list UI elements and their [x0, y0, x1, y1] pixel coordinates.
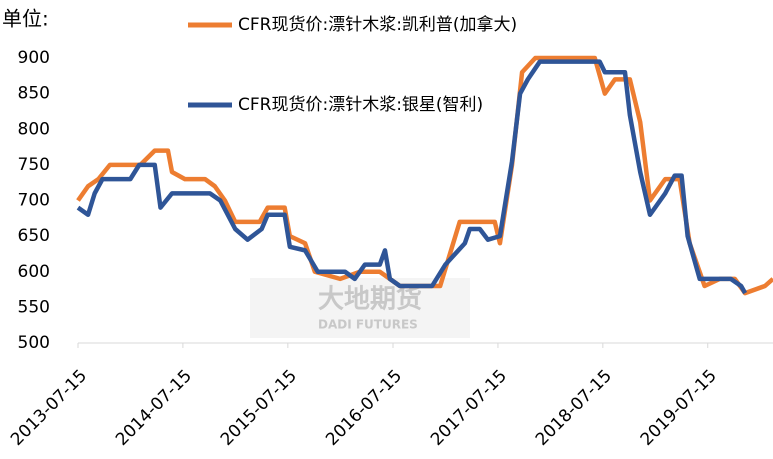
y-tick-label: 700 [18, 191, 50, 211]
y-tick-label: 850 [18, 84, 50, 104]
legend-label: CFR现货价:漂针木浆:银星(智利) [238, 95, 483, 115]
x-tick-label: 2017-07-15 [427, 366, 511, 450]
y-tick-label: 800 [18, 119, 50, 139]
watermark: DADI FUTURES [318, 318, 418, 332]
x-tick-label: 2015-07-15 [217, 366, 301, 450]
y-tick-label: 600 [18, 262, 50, 282]
y-tick-label: 750 [18, 155, 50, 175]
x-tick-label: 2018-07-15 [532, 366, 616, 450]
x-tick-label: 2013-07-15 [7, 366, 91, 450]
watermark: 大地期货 [318, 284, 422, 315]
unit-label: 单位: [2, 7, 49, 31]
series-line [76, 55, 773, 296]
y-tick-label: 900 [18, 48, 50, 68]
x-tick-label: 2019-07-15 [637, 366, 721, 450]
series-line [76, 59, 748, 295]
legend-label: CFR现货价:漂针木浆:凯利普(加拿大) [238, 14, 517, 35]
y-tick-label: 500 [18, 333, 50, 353]
x-tick-label: 2016-07-15 [322, 366, 406, 450]
y-tick-label: 550 [18, 297, 50, 317]
x-tick-label: 2014-07-15 [112, 366, 196, 450]
y-tick-label: 650 [18, 226, 50, 246]
